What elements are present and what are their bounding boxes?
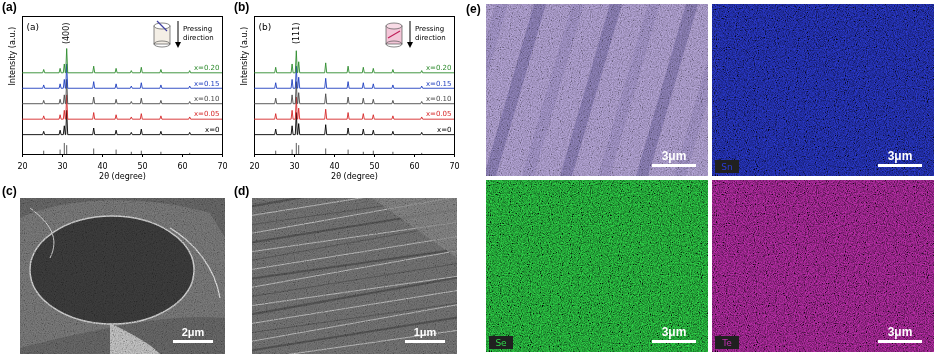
svg-text:60: 60 bbox=[409, 162, 419, 171]
svg-text:40: 40 bbox=[329, 162, 339, 171]
svg-text:2μm: 2μm bbox=[182, 326, 205, 338]
svg-text:Intensity (a.u.): Intensity (a.u.) bbox=[240, 27, 249, 86]
svg-text:50: 50 bbox=[369, 162, 379, 171]
html-text:(a): (a) bbox=[2, 0, 17, 14]
svg-text:x=0.20: x=0.20 bbox=[426, 64, 452, 72]
svg-text:30: 30 bbox=[289, 162, 299, 171]
svg-text:Sn: Sn bbox=[721, 162, 732, 172]
svg-text:30: 30 bbox=[57, 162, 67, 171]
html-text:(b): (b) bbox=[234, 0, 250, 14]
html-text:(d): (d) bbox=[234, 184, 250, 198]
svg-text:Intensity (a.u.): Intensity (a.u.) bbox=[8, 27, 17, 86]
svg-text:Te: Te bbox=[721, 338, 732, 348]
svg-text:x=0.15: x=0.15 bbox=[426, 80, 452, 88]
svg-text:3μm: 3μm bbox=[662, 325, 687, 339]
svg-text:Pressingdirection: Pressingdirection bbox=[183, 25, 214, 42]
svg-text:2θ (degree): 2θ (degree) bbox=[331, 172, 378, 181]
svg-text:x=0.05: x=0.05 bbox=[194, 110, 220, 118]
svg-text:x=0.10: x=0.10 bbox=[194, 95, 220, 103]
svg-text:1μm: 1μm bbox=[414, 326, 437, 338]
svg-text:x=0.15: x=0.15 bbox=[194, 80, 220, 88]
svg-text:2θ (degree): 2θ (degree) bbox=[99, 172, 146, 181]
svg-text:3μm: 3μm bbox=[888, 149, 913, 163]
svg-text:70: 70 bbox=[449, 162, 459, 171]
svg-text:60: 60 bbox=[177, 162, 187, 171]
svg-text:(400): (400) bbox=[62, 23, 71, 45]
svg-text:3μm: 3μm bbox=[888, 325, 913, 339]
svg-text:x=0: x=0 bbox=[437, 126, 451, 134]
svg-text:40: 40 bbox=[97, 162, 107, 171]
svg-text:70: 70 bbox=[217, 162, 227, 171]
svg-text:(b): (b) bbox=[259, 22, 272, 32]
svg-text:20: 20 bbox=[249, 162, 259, 171]
svg-text:x=0: x=0 bbox=[205, 126, 219, 134]
svg-text:x=0.20: x=0.20 bbox=[194, 64, 220, 72]
svg-text:(111): (111) bbox=[292, 23, 301, 45]
svg-text:x=0.05: x=0.05 bbox=[426, 110, 452, 118]
svg-text:x=0.10: x=0.10 bbox=[426, 95, 452, 103]
html-text:(e): (e) bbox=[466, 2, 481, 16]
svg-text:50: 50 bbox=[137, 162, 147, 171]
svg-text:3μm: 3μm bbox=[662, 149, 687, 163]
svg-text:Se: Se bbox=[495, 338, 507, 348]
svg-text:20: 20 bbox=[17, 162, 27, 171]
svg-text:(a): (a) bbox=[27, 22, 40, 32]
html-text:(c): (c) bbox=[2, 184, 17, 198]
svg-text:Pressingdirection: Pressingdirection bbox=[415, 25, 446, 42]
